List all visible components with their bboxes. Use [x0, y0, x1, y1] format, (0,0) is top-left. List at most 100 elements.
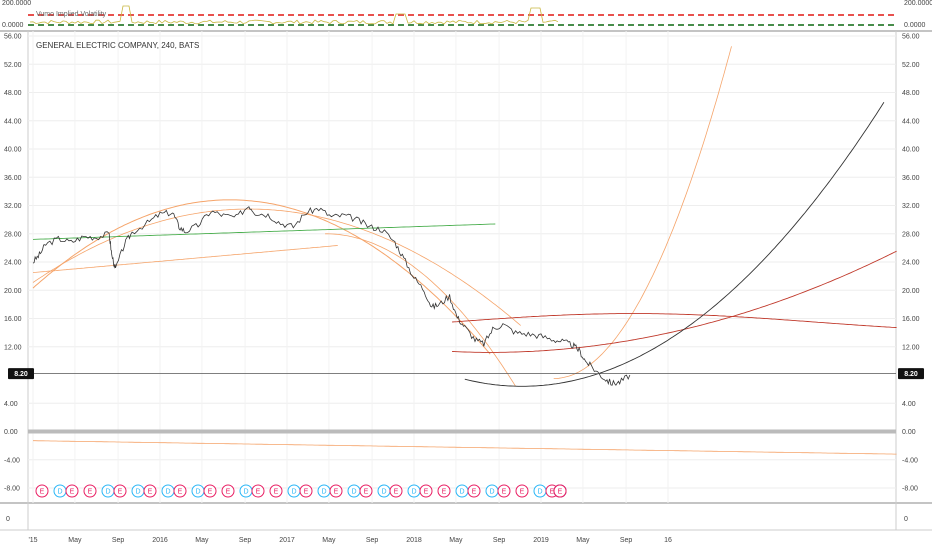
event-marker-letter: D	[351, 489, 356, 496]
event-marker-circle	[419, 484, 433, 498]
y-tick-label-left: 40.00	[4, 147, 22, 154]
event-marker[interactable]: D	[407, 484, 421, 498]
event-marker-letter: E	[472, 489, 477, 496]
black-parabola	[464, 102, 885, 387]
event-marker-letter: E	[334, 489, 339, 496]
event-marker[interactable]: D	[53, 484, 67, 498]
red-arc-lower	[452, 250, 897, 353]
event-marker-circle	[437, 484, 451, 498]
event-marker[interactable]: E	[497, 484, 511, 498]
event-marker-letter: E	[502, 489, 507, 496]
event-marker-letter: D	[489, 489, 494, 496]
green-trend-line	[32, 223, 496, 240]
event-marker[interactable]: E	[437, 484, 451, 498]
event-marker[interactable]: E	[515, 484, 529, 498]
event-marker-letter: E	[520, 489, 525, 496]
event-marker-circle	[83, 484, 97, 498]
event-marker-circle	[221, 484, 235, 498]
event-marker-letter: D	[381, 489, 386, 496]
event-marker[interactable]: D	[239, 484, 253, 498]
event-marker[interactable]: E	[35, 484, 49, 498]
y-tick-label-right: 12.00	[902, 344, 920, 351]
event-marker-circle	[329, 484, 343, 498]
event-marker-letter: D	[243, 489, 248, 496]
event-marker-letter: E	[40, 489, 45, 496]
event-marker[interactable]: E	[143, 484, 157, 498]
event-marker-circle	[113, 484, 127, 498]
x-tick-label: Sep	[620, 537, 633, 544]
event-marker[interactable]: D	[455, 484, 469, 498]
event-marker[interactable]: E	[113, 484, 127, 498]
y-tick-label-left: 12.00	[4, 344, 22, 351]
y-tick-label-left: 56.00	[4, 34, 22, 41]
event-marker[interactable]: D	[287, 484, 301, 498]
event-marker[interactable]: D	[161, 484, 175, 498]
event-marker-circle	[389, 484, 403, 498]
event-marker[interactable]: E	[251, 484, 265, 498]
event-marker-circle	[553, 484, 567, 498]
drawings	[32, 46, 897, 455]
event-marker[interactable]: E	[173, 484, 187, 498]
event-marker[interactable]: E	[389, 484, 403, 498]
event-marker[interactable]: D	[485, 484, 499, 498]
event-marker[interactable]: E	[221, 484, 235, 498]
orange-lower-line	[33, 440, 897, 455]
event-marker[interactable]: E	[269, 484, 283, 498]
x-tick-label: May	[195, 537, 209, 544]
y-tick-label-right: -4.00	[902, 457, 918, 464]
indicator-label: Vumo Implied Volatility	[36, 11, 107, 18]
event-marker[interactable]: D	[101, 484, 115, 498]
event-marker-circle	[203, 484, 217, 498]
event-marker[interactable]: D	[191, 484, 205, 498]
event-marker[interactable]: E	[553, 484, 567, 498]
x-tick-label: 2017	[279, 537, 295, 544]
x-tick-label: 2019	[533, 537, 549, 544]
event-marker-circle	[497, 484, 511, 498]
red-arc-upper	[452, 313, 897, 328]
event-marker[interactable]: D	[131, 484, 145, 498]
event-marker-letter: E	[226, 489, 231, 496]
y-tick-label-right: 4.00	[902, 401, 916, 408]
y-ticks-right: 56.00 52.00 48.00 44.00 40.00 36.00 32.00 28.00…	[902, 34, 920, 493]
last-price-badge-right-bg	[898, 368, 924, 380]
event-marker-letter: E	[274, 489, 279, 496]
event-marker[interactable]: D	[347, 484, 361, 498]
event-marker[interactable]: E	[299, 484, 313, 498]
y-tick-label-left: 4.00	[4, 401, 18, 408]
event-marker[interactable]: E	[419, 484, 433, 498]
event-marker[interactable]: D	[317, 484, 331, 498]
lower-pane-right-marker: 0	[904, 516, 908, 523]
y-tick-label-left: 52.00	[4, 62, 22, 69]
y-tick-label-right: -8.00	[902, 486, 918, 493]
event-marker[interactable]: E	[359, 484, 373, 498]
x-tick-label: May	[576, 537, 590, 544]
y-tick-label-left: 16.00	[4, 316, 22, 323]
y-tick-label-right: 24.00	[902, 260, 920, 267]
y-tick-label-left: 20.00	[4, 288, 22, 295]
event-marker[interactable]: D	[377, 484, 391, 498]
event-marker-letter: E	[364, 489, 369, 496]
last-price-badge-right-text: 8.20	[904, 371, 918, 378]
last-price-badge-right: 8.20	[898, 368, 924, 380]
event-marker-letter: D	[57, 489, 62, 496]
y-tick-label-right: 28.00	[902, 231, 920, 238]
x-tick-label: '15	[28, 537, 37, 544]
orange-steep-line	[325, 233, 516, 387]
event-marker[interactable]: D	[533, 484, 547, 498]
x-tick-label: May	[68, 537, 82, 544]
event-marker-letter: D	[459, 489, 464, 496]
event-marker-letter: E	[118, 489, 123, 496]
event-marker[interactable]: E	[467, 484, 481, 498]
y-tick-label-left: 0.00	[4, 429, 18, 436]
y-tick-label-right: 56.00	[902, 34, 920, 41]
y-tick-label-right: 16.00	[902, 316, 920, 323]
event-marker[interactable]: E	[329, 484, 343, 498]
indicator-bottom-value: 0.0000	[904, 22, 926, 29]
event-marker[interactable]: E	[83, 484, 97, 498]
last-price-badge-left-text: 8.20	[14, 371, 28, 378]
x-tick-label: Sep	[366, 537, 379, 544]
event-marker[interactable]: E	[65, 484, 79, 498]
event-marker[interactable]: E	[203, 484, 217, 498]
event-marker-circle	[359, 484, 373, 498]
